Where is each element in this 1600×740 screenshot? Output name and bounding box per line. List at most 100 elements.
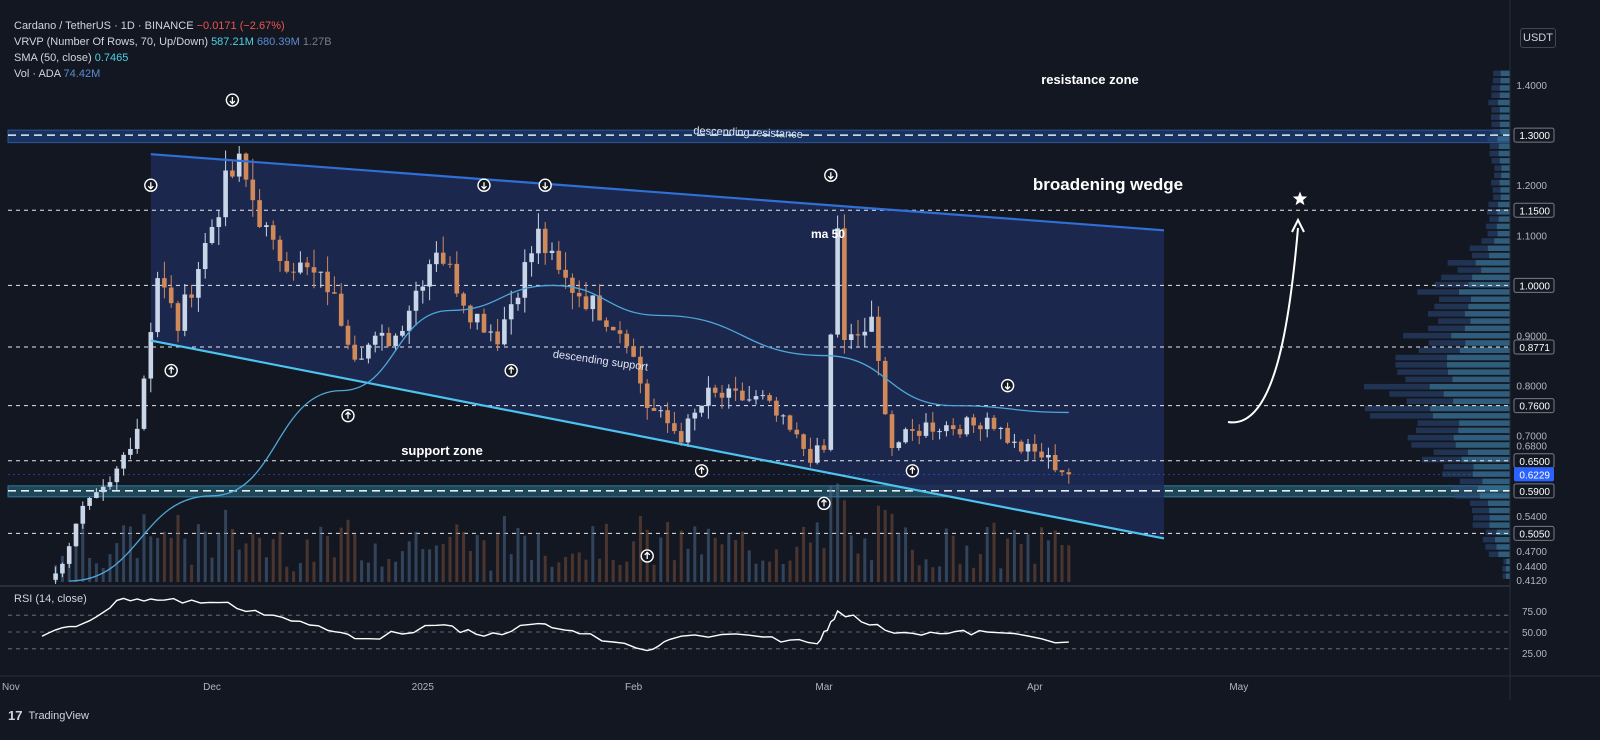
- sma-row[interactable]: SMA (50, close) 0.7465: [14, 50, 332, 66]
- volume-bar: [557, 562, 561, 582]
- volume-profile-row-up: [1446, 362, 1510, 368]
- candle-body: [801, 434, 806, 449]
- rsi-tick-label: 25.00: [1522, 649, 1547, 660]
- price-tick-label: 0.7000: [1516, 432, 1547, 443]
- candle-body: [468, 305, 473, 323]
- arrow-down-glyph: [481, 182, 487, 190]
- volume-bar: [536, 533, 540, 582]
- volume-row[interactable]: Vol · ADA 74.42M: [14, 66, 332, 82]
- candle-body: [903, 429, 908, 443]
- volume-bar: [876, 505, 880, 582]
- candle-body: [1039, 451, 1044, 458]
- price-tick-label: 0.9000: [1516, 332, 1547, 343]
- candle-body: [651, 407, 657, 411]
- volume-bar: [740, 531, 744, 582]
- candle-body: [590, 295, 596, 310]
- candle-body: [624, 333, 630, 347]
- candle-body: [80, 505, 86, 524]
- volume-bar: [441, 544, 445, 582]
- volume-bar: [781, 563, 785, 582]
- volume-bar: [319, 526, 323, 582]
- volume-bar: [727, 533, 731, 582]
- candle-body: [746, 399, 752, 401]
- candle-body: [406, 310, 412, 331]
- candle-body: [216, 217, 222, 227]
- volume-profile-row-up: [1496, 544, 1510, 550]
- candle-body: [678, 431, 684, 443]
- candle-body: [134, 428, 140, 449]
- broadening-wedge-area: [150, 154, 1165, 539]
- candle-body: [1046, 455, 1051, 458]
- volume-bar: [951, 535, 955, 582]
- candle-body: [352, 344, 358, 360]
- candle-body: [250, 179, 256, 201]
- volume-bar: [795, 546, 799, 582]
- candle-body: [454, 263, 460, 294]
- descending-resistance-label: descending resistance: [693, 125, 803, 141]
- volume-bar: [734, 539, 738, 582]
- volume-bar: [115, 543, 119, 582]
- candle-body: [542, 228, 548, 254]
- arrow-down-glyph: [1004, 382, 1011, 391]
- candle-body: [855, 334, 861, 336]
- volume-bar: [713, 537, 717, 582]
- volume-value: 74.42M: [63, 68, 101, 80]
- candle-body: [1066, 472, 1072, 475]
- volume-bar: [468, 550, 472, 582]
- time-tick-label: Dec: [203, 682, 221, 693]
- volume-profile-row-up: [1468, 303, 1510, 310]
- arrow-up-glyph: [644, 551, 651, 559]
- volume-bar: [632, 541, 636, 582]
- candle-body: [991, 417, 997, 429]
- volume-profile-row-up: [1499, 158, 1510, 164]
- volume-profile-row-up: [1499, 121, 1510, 128]
- candle-body: [842, 228, 847, 341]
- volume-bar: [679, 530, 683, 582]
- candle-body: [338, 293, 344, 326]
- volume-bar: [305, 539, 309, 582]
- volume-profile-row-up: [1489, 522, 1510, 528]
- candle-body: [821, 445, 827, 450]
- volume-bar: [543, 555, 547, 582]
- volume-bar: [822, 548, 826, 582]
- volume-bar: [917, 565, 921, 582]
- candle-body: [284, 260, 290, 272]
- level-price-label: 1.0000: [1519, 281, 1550, 292]
- candle-body: [515, 297, 521, 305]
- symbol-title[interactable]: Cardano / TetherUS · 1D · BINANCE: [14, 20, 194, 32]
- candle-body: [1005, 427, 1010, 443]
- volume-bar: [1019, 544, 1023, 582]
- volume-bar: [829, 485, 833, 582]
- vrvp-row[interactable]: VRVP (Number Of Rows, 70, Up/Down) 587.2…: [14, 34, 332, 50]
- volume-profile-row-up: [1499, 114, 1510, 120]
- currency-button[interactable]: USDT: [1520, 28, 1556, 48]
- candle-body: [665, 410, 670, 424]
- volume-profile-row-up: [1498, 551, 1510, 557]
- candle-body: [570, 277, 575, 293]
- volume-profile-row-up: [1465, 340, 1510, 346]
- volume-bar: [183, 538, 187, 582]
- candle-body: [617, 330, 623, 334]
- time-tick-label: May: [1229, 682, 1248, 693]
- candle-body: [944, 425, 949, 432]
- volume-bar: [237, 549, 241, 582]
- volume-bar: [958, 563, 962, 582]
- volume-bar: [686, 548, 690, 582]
- volume-bar: [1046, 540, 1050, 582]
- candle-body: [155, 278, 160, 333]
- tradingview-logo[interactable]: 17 TradingView: [8, 708, 89, 723]
- candle-body: [53, 573, 58, 580]
- price-tick-label: 0.4120: [1516, 576, 1547, 587]
- volume-bar: [292, 571, 296, 582]
- price-tick-label: 1.2000: [1516, 181, 1547, 192]
- candle-body: [984, 417, 990, 430]
- volume-profile-row-up: [1496, 529, 1510, 536]
- arrow-up-glyph: [345, 411, 351, 419]
- volume-bar: [190, 564, 194, 582]
- candle-body: [162, 278, 167, 288]
- volume-bar: [604, 523, 608, 582]
- volume-bar: [407, 541, 411, 582]
- volume-bar: [550, 566, 554, 582]
- candle-body: [808, 448, 813, 463]
